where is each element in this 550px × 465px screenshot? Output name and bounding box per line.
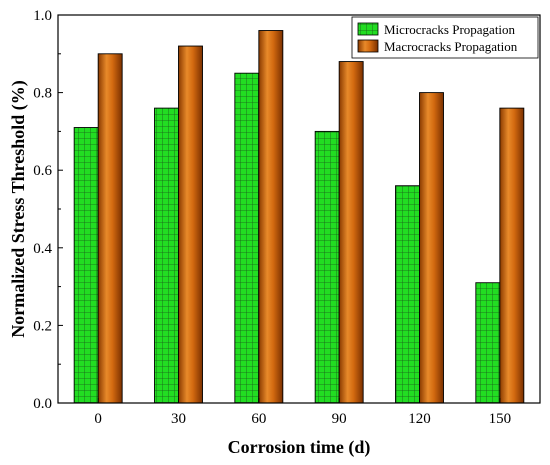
bar-microcracks-0 (73, 127, 99, 404)
bar-microcracks-120 (395, 185, 420, 404)
legend-swatch-microcracks (357, 22, 379, 36)
legend-swatch-macrocracks (357, 39, 379, 53)
bar-microcracks-30 (154, 107, 179, 404)
plot-frame (57, 14, 541, 404)
y-tick-label: 1.0 (33, 8, 52, 24)
bar-macrocracks-150 (499, 107, 525, 404)
legend-label-macrocracks: Macrocracks Propagation (384, 39, 518, 54)
legend-label-microcracks: Microcracks Propagation (384, 22, 516, 37)
bar-macrocracks-30 (178, 45, 203, 404)
bar-microcracks-90 (314, 130, 340, 404)
legend: Microcracks Propagation Macrocracks Prop… (351, 16, 539, 59)
bar-macrocracks-60 (258, 30, 284, 404)
bar-macrocracks-120 (419, 92, 444, 404)
x-tick-label: 60 (251, 411, 266, 427)
bars-group (73, 30, 525, 404)
x-axis-title: Corrosion time (d) (228, 437, 371, 458)
y-tick-label: 0.0 (33, 396, 52, 412)
x-tick-label: 30 (171, 411, 186, 427)
x-tick-label: 120 (408, 411, 431, 427)
y-tick-label: 0.6 (33, 163, 52, 179)
x-tick-label: 0 (94, 411, 102, 427)
x-tick-label: 150 (489, 411, 512, 427)
x-ticks-group: 0 30 60 90 120 150 (94, 398, 511, 427)
bar-macrocracks-90 (338, 61, 364, 404)
y-axis-title: Normalized Stress Threshold (%) (8, 80, 29, 338)
bar-microcracks-60 (234, 72, 260, 404)
y-tick-label: 0.4 (33, 241, 52, 257)
y-tick-label: 0.8 (33, 86, 52, 102)
x-tick-label: 90 (332, 411, 347, 427)
legend-box (351, 16, 539, 59)
y-ticks-group: 0.0 0.2 0.4 0.6 0.8 1.0 (33, 8, 63, 412)
bar-macrocracks-0 (97, 53, 123, 404)
bar-microcracks-150 (475, 282, 501, 404)
y-tick-label: 0.2 (33, 318, 52, 334)
